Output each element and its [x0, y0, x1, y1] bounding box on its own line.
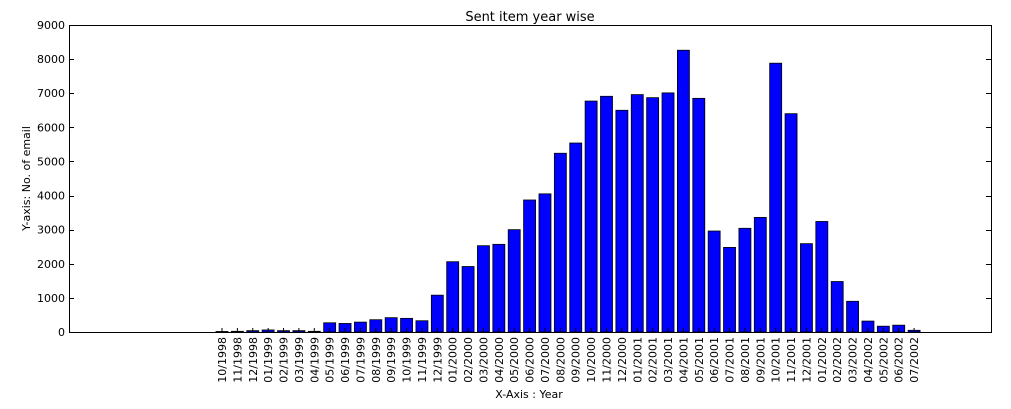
x-tick-label: 01/2002 — [816, 337, 829, 383]
x-tick-label: 11/2001 — [785, 337, 798, 383]
bar — [815, 221, 829, 333]
x-tick-label: 09/2001 — [754, 337, 767, 383]
bar — [446, 261, 460, 333]
y-tick-label: 4000 — [37, 190, 65, 203]
bar — [723, 247, 736, 333]
x-tick-label: 06/1999 — [339, 337, 352, 383]
x-tick-label: 08/2001 — [739, 337, 752, 383]
y-tick-label: 6000 — [37, 121, 65, 134]
x-tick-label: 07/2002 — [908, 337, 921, 383]
x-tick-label: 06/2002 — [893, 337, 906, 383]
bar — [523, 199, 536, 333]
x-tick-label: 04/2001 — [677, 337, 690, 383]
y-tick-label: 2000 — [37, 258, 65, 271]
bar — [661, 92, 675, 333]
bar — [461, 266, 475, 333]
bar — [507, 229, 521, 333]
bar — [692, 97, 706, 333]
x-tick-label: 12/1998 — [247, 337, 260, 383]
y-tick-label: 1000 — [37, 292, 65, 305]
bar — [492, 243, 506, 333]
x-tick-label: 09/2000 — [570, 337, 583, 383]
plot-frame — [69, 25, 992, 333]
bar — [830, 281, 844, 333]
x-tick-label: 12/1999 — [431, 337, 444, 383]
x-tick-label: 07/1999 — [354, 337, 367, 383]
bar — [677, 49, 690, 333]
x-tick-label: 03/1999 — [293, 337, 306, 383]
bar — [477, 245, 490, 333]
x-tick-label: 12/2000 — [616, 337, 629, 383]
bar — [584, 100, 598, 333]
x-tick-label: 05/2001 — [693, 337, 706, 383]
bar — [738, 227, 752, 333]
x-tick-label: 04/1999 — [308, 337, 321, 383]
bar — [538, 193, 552, 333]
x-tick-label: 05/1999 — [324, 337, 337, 383]
x-tick-label: 02/2000 — [462, 337, 475, 383]
chart-title: Sent item year wise — [465, 10, 594, 25]
x-tick-label: 11/1998 — [231, 337, 244, 383]
bar — [553, 152, 567, 333]
bar — [600, 95, 613, 333]
x-tick-label: 02/2001 — [647, 337, 660, 383]
bar — [784, 113, 798, 333]
y-tick-label: 3000 — [37, 224, 65, 237]
x-tick-label: 04/2002 — [862, 337, 875, 383]
y-tick-label: 7000 — [37, 87, 65, 100]
y-axis-ticks: 0 1000 2000 3000 4000 5000 6000 7000 8000 9000 — [37, 19, 991, 339]
bar — [646, 97, 660, 333]
x-tick-label: 03/2000 — [477, 337, 490, 383]
x-tick-label: 04/2000 — [493, 337, 506, 383]
bar — [753, 216, 767, 333]
y-axis-label: Y-axis: No. of email — [20, 126, 33, 232]
x-tick-label: 05/2002 — [877, 337, 890, 383]
x-tick-label: 08/1999 — [370, 337, 383, 383]
bar — [707, 230, 721, 333]
x-tick-label: 10/1998 — [216, 337, 229, 383]
x-tick-label: 06/2001 — [708, 337, 721, 383]
x-tick-label: 10/2000 — [585, 337, 598, 383]
x-tick-label: 06/2000 — [524, 337, 537, 383]
bar — [630, 94, 644, 333]
x-axis-ticks: 10/1998 11/1998 12/1998 01/1999 02/1999 03/19… — [216, 328, 921, 383]
x-tick-label: 10/2001 — [770, 337, 783, 383]
bar — [769, 62, 783, 333]
x-tick-label: 11/2000 — [601, 337, 614, 383]
x-tick-label: 08/2000 — [554, 337, 567, 383]
x-tick-label: 01/2001 — [631, 337, 644, 383]
bars — [215, 49, 921, 333]
bar — [615, 109, 629, 333]
y-tick-label: 8000 — [37, 53, 65, 66]
bar — [800, 243, 813, 333]
x-tick-label: 10/1999 — [401, 337, 414, 383]
x-tick-label: 07/2001 — [724, 337, 737, 383]
x-axis-label: X-Axis : Year — [495, 388, 563, 401]
x-tick-label: 11/1999 — [416, 337, 429, 383]
bar — [430, 294, 444, 333]
x-tick-label: 09/1999 — [385, 337, 398, 383]
x-tick-label: 01/1999 — [262, 337, 275, 383]
x-tick-label: 12/2001 — [800, 337, 813, 383]
x-tick-label: 01/2000 — [447, 337, 460, 383]
x-tick-label: 03/2001 — [662, 337, 675, 383]
x-tick-label: 02/1999 — [278, 337, 291, 383]
bar — [846, 300, 859, 333]
bar — [569, 142, 583, 333]
y-tick-label: 0 — [58, 326, 65, 339]
x-tick-label: 05/2000 — [508, 337, 521, 383]
x-tick-label: 02/2002 — [831, 337, 844, 383]
y-tick-label: 5000 — [37, 155, 65, 168]
x-tick-label: 03/2002 — [847, 337, 860, 383]
x-tick-label: 07/2000 — [539, 337, 552, 383]
y-tick-label: 9000 — [37, 19, 65, 32]
